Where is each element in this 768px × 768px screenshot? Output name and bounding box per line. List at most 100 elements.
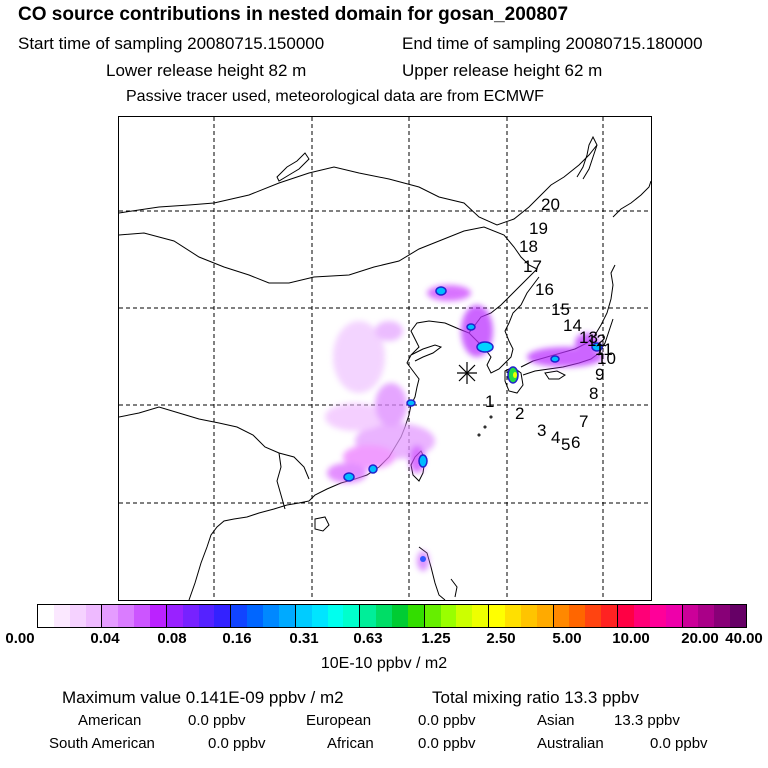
american-label: American xyxy=(78,712,142,729)
traj-label-18: 18 xyxy=(519,237,538,256)
traj-label-11: 11 xyxy=(595,340,613,359)
colorbar-units: 10E-10 ppbv / m2 xyxy=(320,655,448,672)
colorbar-swatch xyxy=(633,605,650,627)
colorbar-swatch xyxy=(69,605,86,627)
colorbar-swatch xyxy=(618,605,634,627)
traj-label-15: 15 xyxy=(551,300,570,319)
colorbar-swatch xyxy=(85,605,102,627)
traj-label-20: 20 xyxy=(541,195,560,214)
colorbar-swatch xyxy=(295,605,312,627)
start-time: Start time of sampling 20080715.150000 xyxy=(18,34,325,53)
upper-release-height: Upper release height 62 m xyxy=(402,61,603,80)
colorbar-tick-label: 0.31 xyxy=(289,630,319,647)
australian-value: 0.0 ppbv xyxy=(650,735,708,752)
colorbar-tick-label: 0.00 xyxy=(5,630,35,647)
traj-label-16: 16 xyxy=(535,280,554,299)
colorbar-segment xyxy=(102,605,167,627)
south-american-value: 0.0 ppbv xyxy=(208,735,266,752)
colorbar-swatch xyxy=(311,605,328,627)
traj-label-7: 7 xyxy=(579,412,589,431)
traj-label-9: 9 xyxy=(595,365,605,384)
colorbar-segment xyxy=(424,605,490,627)
colorbar-segment xyxy=(553,605,619,627)
traj-label-1: 1 xyxy=(485,392,495,411)
colorbar-swatch xyxy=(118,605,135,627)
south-american-label: South American xyxy=(49,735,155,752)
colorbar-segment xyxy=(166,605,232,627)
colorbar-swatch xyxy=(247,605,264,627)
colorbar-swatch xyxy=(649,605,666,627)
colorbar-swatch xyxy=(38,605,54,627)
european-label: European xyxy=(306,712,372,729)
receptor-asterisk xyxy=(457,362,477,384)
colorbar-segment xyxy=(682,605,746,627)
map-panel: 1 2 3 4 5 6 7 8 9 10 11 12 13 14 15 16 1… xyxy=(118,116,652,601)
total-mixing-ratio: Total mixing ratio 13.3 ppbv xyxy=(432,688,639,707)
colorbar-swatch xyxy=(360,605,377,627)
colorbar-segment xyxy=(489,605,554,627)
concentration-field xyxy=(325,285,603,571)
traj-label-4: 4 xyxy=(551,428,561,447)
coastlines xyxy=(119,135,651,600)
plot-title: CO source contributions in nested domain… xyxy=(18,4,569,25)
colorbar-swatch xyxy=(327,605,344,627)
traj-label-10: 10 xyxy=(597,349,616,368)
colorbar-swatch xyxy=(520,605,537,627)
colorbar-tick-label: 0.63 xyxy=(353,630,383,647)
colorbar-swatch xyxy=(698,605,715,627)
colorbar-swatch xyxy=(343,605,360,627)
colorbar-swatch xyxy=(102,605,119,627)
american-value: 0.0 ppbv xyxy=(188,712,246,729)
colorbar-tick-label: 40.00 xyxy=(725,630,763,647)
end-time: End time of sampling 20080715.180000 xyxy=(402,34,703,53)
colorbar-tick-label: 2.50 xyxy=(486,630,516,647)
traj-label-19: 19 xyxy=(529,219,548,238)
colorbar-swatch xyxy=(601,605,618,627)
colorbar-segment xyxy=(618,605,683,627)
colorbar-swatch xyxy=(424,605,441,627)
asian-value: 13.3 ppbv xyxy=(614,712,680,729)
colorbar-swatch xyxy=(278,605,295,627)
traj-label-6: 6 xyxy=(571,433,581,452)
traj-label-12: 12 xyxy=(587,331,606,350)
colorbar-tick-label: 0.08 xyxy=(157,630,187,647)
african-value: 0.0 ppbv xyxy=(418,735,476,752)
traj-label-14: 14 xyxy=(563,316,582,335)
max-value: Maximum value 0.141E-09 ppbv / m2 xyxy=(62,688,344,707)
colorbar-swatch xyxy=(53,605,70,627)
traj-label-8: 8 xyxy=(589,384,599,403)
colorbar-swatch xyxy=(682,605,699,627)
colorbar-segment xyxy=(231,605,296,627)
asian-label: Asian xyxy=(537,712,575,729)
colorbar-swatch xyxy=(198,605,215,627)
colorbar xyxy=(37,604,747,628)
colorbar-segment xyxy=(38,605,103,627)
colorbar-swatch xyxy=(585,605,602,627)
colorbar-swatch xyxy=(536,605,553,627)
colorbar-tick-label: 0.16 xyxy=(222,630,252,647)
colorbar-swatch xyxy=(440,605,457,627)
colorbar-swatch xyxy=(569,605,586,627)
colorbar-swatch xyxy=(150,605,166,627)
colorbar-swatch xyxy=(214,605,231,627)
map-svg xyxy=(119,117,651,600)
colorbar-swatch xyxy=(166,605,183,627)
traj-label-17: 17 xyxy=(523,257,542,276)
colorbar-swatch xyxy=(407,605,424,627)
colorbar-swatch xyxy=(665,605,682,627)
colorbar-swatch xyxy=(182,605,199,627)
traj-label-2: 2 xyxy=(515,404,525,423)
european-value: 0.0 ppbv xyxy=(418,712,476,729)
colorbar-swatch xyxy=(714,605,731,627)
colorbar-swatch xyxy=(553,605,570,627)
colorbar-swatch xyxy=(263,605,279,627)
african-label: African xyxy=(327,735,374,752)
australian-label: Australian xyxy=(537,735,604,752)
colorbar-tick-label: 20.00 xyxy=(681,630,719,647)
colorbar-tick-label: 5.00 xyxy=(552,630,582,647)
colorbar-tick-label: 1.25 xyxy=(421,630,451,647)
colorbar-swatch xyxy=(391,605,408,627)
colorbar-swatch xyxy=(472,605,489,627)
tracer-note: Passive tracer used, meteorological data… xyxy=(126,88,544,105)
colorbar-segment xyxy=(295,605,361,627)
